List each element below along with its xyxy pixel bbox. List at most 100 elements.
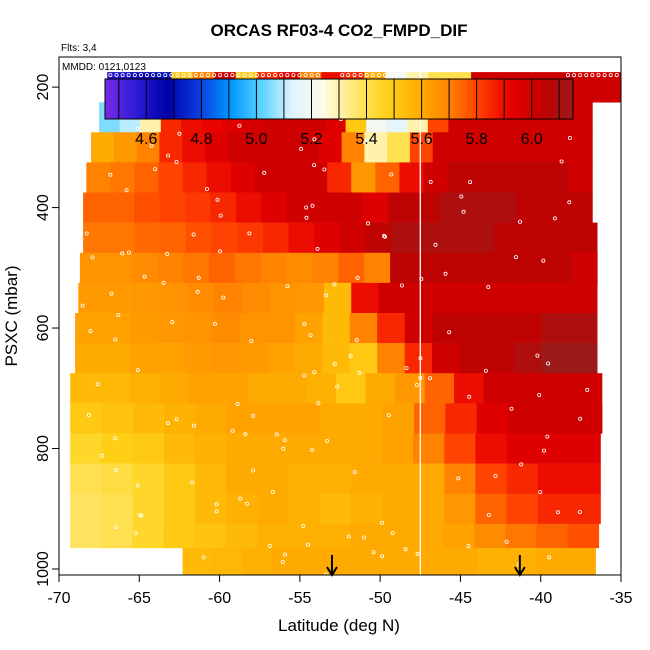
heatmap-cell	[341, 132, 365, 163]
sample-point	[602, 73, 607, 78]
heatmap-cell	[260, 252, 288, 284]
heatmap-cell	[381, 463, 414, 494]
colorbar-tick-label: 5.8	[465, 131, 487, 148]
heatmap-cell	[294, 313, 323, 344]
heatmap-cell	[404, 313, 433, 344]
heatmap-cell	[413, 433, 445, 464]
sample-point	[340, 73, 345, 78]
sample-point	[299, 146, 304, 151]
sample-point	[456, 476, 461, 481]
sample-point	[113, 436, 118, 441]
colorbar-tick-label: 5.6	[410, 131, 432, 148]
sample-point	[297, 73, 302, 78]
heatmap-cell	[276, 373, 307, 404]
sample-point	[251, 468, 256, 473]
heatmap-cell	[441, 252, 469, 284]
sample-point	[386, 413, 391, 418]
sample-point	[379, 554, 384, 559]
sample-point	[218, 213, 223, 218]
sample-point	[519, 462, 524, 467]
heatmap-cell	[75, 313, 104, 344]
heatmap-cell	[460, 282, 489, 314]
sample-point	[302, 322, 307, 327]
heatmap-cell	[212, 547, 243, 575]
heatmap-cell	[493, 252, 520, 284]
x-tick-label: -65	[128, 590, 151, 607]
heatmap-cell	[375, 162, 400, 193]
sample-point	[274, 432, 279, 437]
heatmap-cell	[546, 132, 570, 163]
heatmap-cell	[571, 222, 598, 253]
heatmap-cell	[327, 162, 352, 193]
heatmap-cell	[225, 523, 258, 549]
heatmap-cell	[239, 343, 268, 374]
sample-point	[325, 438, 330, 443]
sample-point	[596, 73, 601, 78]
sample-point	[187, 73, 192, 78]
sample-point	[538, 490, 543, 495]
heatmap-cell	[182, 132, 206, 163]
sample-point	[305, 542, 310, 547]
heatmap-cell	[413, 493, 445, 525]
sample-point	[578, 416, 583, 421]
colorbar	[104, 78, 574, 120]
heatmap-cell	[108, 192, 135, 223]
sample-point	[218, 249, 223, 254]
heatmap-cell	[75, 343, 104, 374]
heatmap-cell	[621, 72, 643, 102]
heatmap-cell	[565, 547, 596, 575]
heatmap-cell	[514, 343, 543, 374]
sample-point	[249, 338, 254, 343]
sample-point	[567, 135, 572, 140]
sample-point	[309, 448, 314, 453]
sample-point	[80, 303, 85, 308]
sample-point	[282, 552, 287, 557]
sample-point	[382, 73, 387, 78]
heatmap-cell	[99, 373, 130, 404]
heatmap-cell	[475, 433, 508, 464]
heatmap-cell	[132, 282, 161, 314]
heatmap-cell	[490, 192, 517, 223]
x-tick-label: -70	[47, 590, 70, 607]
colorbar-tick-label: 4.8	[190, 131, 212, 148]
sample-point	[371, 550, 376, 555]
sample-point	[316, 401, 321, 406]
heatmap-cell	[567, 523, 600, 549]
sample-point	[120, 73, 125, 78]
y-axis-label: PSXC (mbar)	[2, 265, 21, 366]
heatmap-cell	[571, 102, 593, 133]
sample-point	[620, 74, 621, 76]
heatmap-cell	[487, 343, 516, 374]
heatmap-cell	[424, 373, 455, 404]
heatmap-cell	[323, 282, 352, 314]
sample-point	[127, 250, 132, 255]
sample-point	[84, 231, 89, 236]
heatmap-cell	[537, 493, 570, 525]
sample-point	[116, 312, 121, 317]
heatmap-cell	[257, 463, 290, 494]
x-tick-label: -40	[529, 590, 552, 607]
sample-point	[365, 221, 370, 226]
heatmap-cell	[513, 373, 544, 404]
sample-point	[389, 73, 394, 78]
sample-point	[352, 73, 357, 78]
heatmap-cell	[136, 132, 161, 163]
heatmap-cell	[322, 343, 351, 374]
heatmap-cell	[83, 222, 110, 253]
heatmap-cell	[390, 252, 417, 284]
heatmap-cell	[319, 433, 352, 464]
heatmap-cell	[271, 547, 302, 575]
sample-point	[545, 434, 550, 439]
sample-point	[309, 73, 314, 78]
x-tick-label: -60	[208, 590, 231, 607]
heatmap-cell	[239, 313, 268, 344]
heatmap-cell	[286, 252, 314, 284]
heatmap-cell	[475, 463, 508, 494]
heatmap-cell	[230, 162, 256, 193]
sample-point	[214, 502, 219, 507]
sample-point	[221, 295, 226, 300]
heatmap-cell	[364, 252, 391, 284]
sample-point	[308, 333, 313, 338]
heatmap-cell	[256, 523, 289, 549]
heatmap-cell	[477, 547, 508, 575]
